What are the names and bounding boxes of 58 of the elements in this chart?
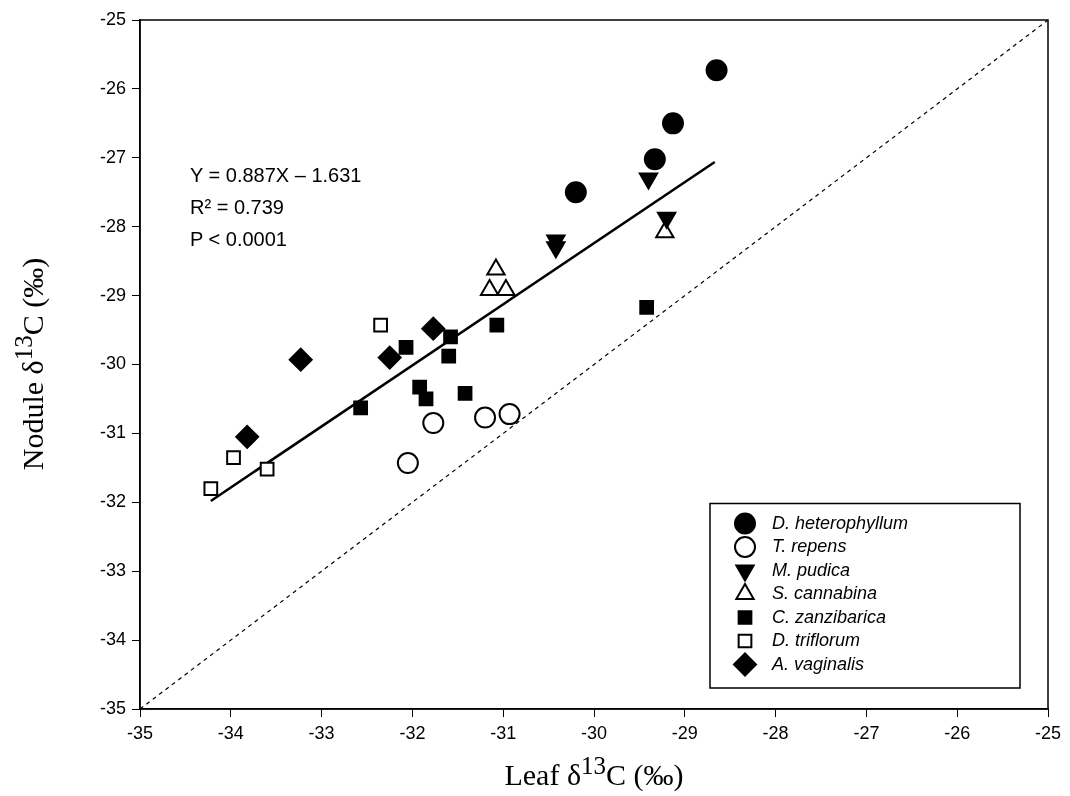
point: [353, 400, 369, 416]
point: [662, 112, 684, 135]
y-tick-label: -30: [99, 353, 126, 374]
legend-label: M. pudica: [772, 559, 851, 580]
point: [259, 461, 275, 477]
point: [441, 348, 457, 364]
annotation: R² = 0.739: [190, 196, 284, 218]
annotation: P < 0.0001: [190, 228, 287, 250]
point: [422, 412, 445, 435]
y-tick-label: -27: [99, 146, 126, 167]
legend-label: T. repens: [772, 536, 847, 556]
x-tick-label: -29: [671, 722, 698, 743]
x-tick-label: -35: [126, 722, 154, 743]
y-tick-label: -28: [99, 215, 126, 236]
x-tick-label: -32: [399, 722, 426, 743]
x-axis-title: Leaf δ$^{13}$C (‰): [504, 752, 684, 792]
x-tick-label: -33: [308, 722, 335, 743]
point: [564, 181, 587, 204]
x-tick-label: -28: [762, 722, 789, 743]
legend-label: S. cannabina: [772, 583, 878, 603]
point: [421, 316, 446, 341]
point: [377, 345, 402, 370]
legend-label: A. vaginalis: [771, 653, 865, 674]
x-tick-label: -30: [580, 722, 608, 743]
x-tick-label: -31: [490, 722, 517, 743]
y-tick-label: -26: [99, 77, 126, 98]
x-tick-label: -26: [944, 722, 971, 743]
y-tick-label: -32: [99, 491, 126, 512]
point: [643, 148, 666, 171]
y-tick-label: -31: [99, 422, 126, 443]
point: [396, 452, 419, 475]
x-tick-label: -27: [853, 722, 880, 743]
legend-label: C. zanzibarica: [772, 606, 887, 627]
point: [443, 329, 458, 345]
x-tick-label: -34: [217, 722, 244, 743]
point: [705, 59, 728, 82]
point: [498, 403, 521, 426]
y-tick-label: -34: [99, 629, 126, 650]
x-tick-label: -25: [1034, 722, 1062, 743]
point: [474, 406, 497, 429]
y-tick-label: -35: [99, 697, 126, 718]
legend-label: D. heterophyllum: [772, 512, 909, 533]
point: [457, 386, 473, 401]
point: [203, 481, 219, 496]
point: [373, 317, 388, 333]
y-tick-label: -33: [99, 560, 126, 581]
point: [235, 424, 260, 449]
point: [226, 450, 241, 465]
point: [412, 379, 428, 395]
y-tick-label: -29: [99, 284, 126, 305]
point: [288, 347, 313, 372]
y-tick-label: -25: [99, 8, 126, 29]
point: [418, 391, 434, 407]
legend-label: D. triflorum: [772, 630, 861, 650]
point: [398, 339, 414, 355]
annotation: Y = 0.887X – 1.631: [190, 164, 362, 186]
point: [639, 299, 655, 315]
point: [489, 317, 505, 333]
